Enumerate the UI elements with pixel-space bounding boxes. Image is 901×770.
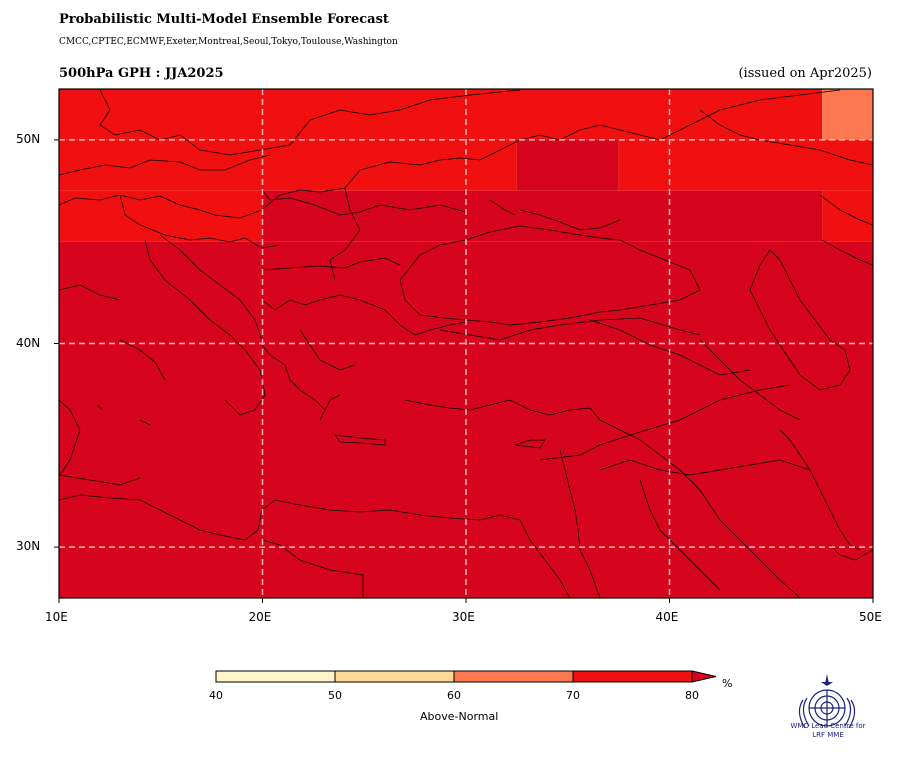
forecast-subtitle: 500hPa GPH : JJA2025 bbox=[59, 66, 224, 81]
coastlines-and-borders bbox=[59, 89, 873, 598]
x-tick-label: 10E bbox=[45, 610, 68, 624]
colorbar: 40 50 60 70 80% bbox=[209, 670, 732, 702]
x-tick-label: 40E bbox=[655, 610, 679, 624]
x-tick-label: 50E bbox=[859, 610, 882, 624]
colorbar-tick-label: 40 bbox=[209, 689, 223, 702]
y-tick-label: 30N bbox=[16, 539, 41, 554]
model-list: CMCC,CPTEC,ECMWF,Exeter,Montreal,Seoul,T… bbox=[59, 37, 398, 47]
wmo-caption-line1: WMO Lead Centre for bbox=[790, 722, 866, 730]
colorbar-segment bbox=[334, 670, 455, 683]
figure-title: Probabilistic Multi-Model Ensemble Forec… bbox=[59, 12, 389, 27]
probability-cell bbox=[822, 190, 873, 242]
probability-cell bbox=[59, 190, 263, 242]
colorbar-segment bbox=[453, 670, 574, 683]
probability-cell bbox=[59, 89, 823, 140]
colorbar-extend-arrow bbox=[691, 670, 717, 683]
x-tick-label: 30E bbox=[452, 610, 475, 624]
probability-cell bbox=[59, 139, 517, 191]
issued-date: (issued on Apr2025) bbox=[738, 66, 872, 81]
y-tick-label: 50N bbox=[16, 131, 41, 146]
colorbar-segment bbox=[572, 670, 693, 683]
wmo-logo-icon bbox=[798, 674, 856, 729]
gridlines bbox=[59, 89, 873, 598]
probability-cell bbox=[262, 190, 823, 242]
colorbar-tick-label: 60 bbox=[447, 689, 461, 702]
colorbar-tick-label: 70 bbox=[566, 689, 580, 702]
colorbar-tick-label: 80 bbox=[685, 689, 699, 702]
colorbar-tick-label: 50 bbox=[328, 689, 342, 702]
probability-cell bbox=[822, 89, 873, 140]
y-tick-label: 40N bbox=[16, 335, 41, 350]
axis-ticks bbox=[54, 139, 874, 603]
wmo-caption-line2: LRF MME bbox=[812, 731, 844, 739]
colorbar-label: Above-Normal bbox=[420, 710, 499, 723]
wmo-logo-caption: WMO Lead Centre for LRF MME bbox=[778, 722, 878, 740]
colorbar-segment bbox=[215, 670, 336, 683]
probability-cell bbox=[618, 139, 873, 191]
probability-cell bbox=[516, 139, 619, 191]
x-tick-label: 20E bbox=[248, 610, 272, 624]
colorbar-unit: % bbox=[722, 677, 732, 690]
